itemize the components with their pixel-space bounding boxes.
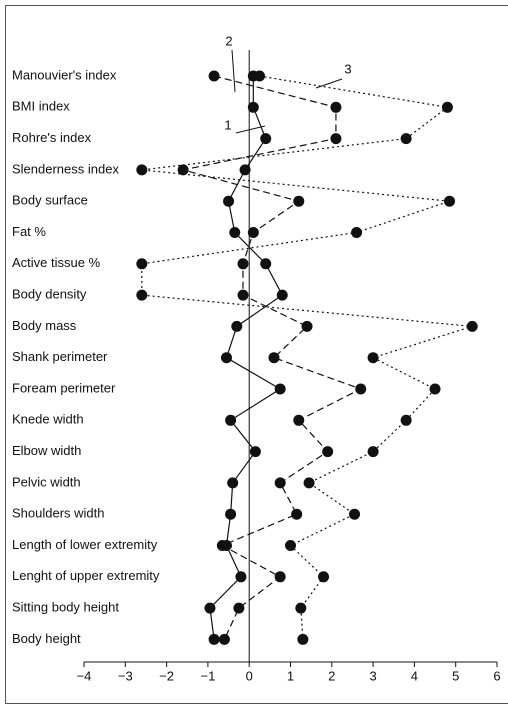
category-label: Sitting body height [12, 600, 119, 615]
x-tick-label: 3 [369, 668, 376, 683]
x-tick-label: −3 [118, 668, 133, 683]
category-label: Active tissue % [12, 255, 101, 270]
category-label: Pelvic width [12, 474, 81, 489]
data-point [225, 508, 237, 520]
data-point [330, 133, 342, 145]
category-label: BMI index [12, 99, 70, 114]
category-label: Body surface [12, 193, 88, 208]
data-point [291, 508, 303, 520]
data-point [237, 289, 249, 301]
data-point [208, 70, 220, 82]
data-point [260, 258, 272, 270]
data-point [367, 446, 379, 458]
data-point [229, 227, 241, 238]
data-point [249, 446, 261, 458]
data-point [444, 195, 456, 207]
x-tick-label: 4 [411, 668, 418, 683]
data-point [295, 602, 307, 614]
category-label: Shoulders width [12, 506, 105, 521]
data-point [441, 101, 453, 113]
data-point [297, 633, 309, 645]
category-label: Fat % [12, 224, 46, 239]
category-label: Body height [12, 631, 81, 646]
data-point [223, 195, 235, 207]
leader-line [235, 125, 266, 134]
data-point [330, 101, 342, 113]
data-point [466, 320, 478, 332]
data-point [303, 477, 315, 489]
x-tick-label: −1 [200, 668, 215, 683]
data-point [220, 352, 232, 364]
data-point [136, 164, 148, 176]
x-tick-label: 2 [328, 668, 335, 683]
data-point [322, 446, 334, 458]
data-point [177, 164, 189, 176]
data-point [274, 383, 286, 395]
data-point [318, 571, 330, 583]
series-line [141, 75, 473, 640]
data-point [400, 133, 412, 145]
data-point [254, 70, 266, 82]
category-label: Manouvier's index [12, 67, 117, 82]
data-point [260, 133, 272, 145]
data-point [231, 320, 243, 332]
series-label: 3 [344, 61, 351, 76]
data-point [247, 101, 259, 113]
category-label: Body density [12, 287, 87, 302]
data-point [208, 633, 220, 645]
data-point [268, 352, 280, 364]
data-point [235, 571, 247, 583]
data-point [274, 571, 286, 583]
category-label: Lenght of upper extremity [12, 568, 160, 583]
x-tick-label: −2 [159, 668, 174, 683]
data-point [276, 289, 288, 301]
category-label: Slenderness index [12, 161, 119, 176]
data-point [239, 164, 251, 176]
data-point [400, 414, 412, 426]
category-label: Rohre's index [12, 130, 92, 145]
x-tick-label: 6 [493, 668, 500, 683]
data-point [227, 477, 239, 489]
x-tick-label: −4 [77, 668, 92, 683]
series-label: 1 [224, 117, 231, 132]
x-tick-label: 0 [246, 668, 253, 683]
x-tick-label: 1 [287, 668, 294, 683]
x-tick-label: 5 [452, 668, 459, 683]
leader-line [315, 78, 343, 89]
data-point [225, 414, 237, 426]
series-label: 2 [225, 33, 232, 48]
data-point [293, 414, 305, 426]
category-label: Length of lower extremity [12, 537, 158, 552]
data-point [367, 352, 379, 364]
data-point [247, 227, 259, 238]
data-point [301, 320, 313, 332]
data-point [285, 540, 296, 551]
data-point [136, 258, 148, 270]
data-point [216, 540, 228, 551]
data-point [429, 383, 441, 395]
category-label: Elbow width [12, 443, 81, 458]
data-point [293, 195, 305, 207]
data-point [218, 633, 230, 645]
data-point [233, 602, 245, 614]
data-point [349, 508, 361, 520]
data-point [351, 227, 363, 238]
data-point [136, 289, 148, 301]
category-label: Body mass [12, 318, 77, 333]
data-point [204, 602, 216, 614]
data-point [274, 477, 286, 489]
category-label: Foream perimeter [12, 380, 116, 395]
data-point [355, 383, 367, 395]
data-point [237, 258, 249, 270]
category-label: Knede width [12, 412, 84, 427]
leader-line [231, 49, 236, 93]
category-label: Shank perimeter [12, 349, 108, 364]
